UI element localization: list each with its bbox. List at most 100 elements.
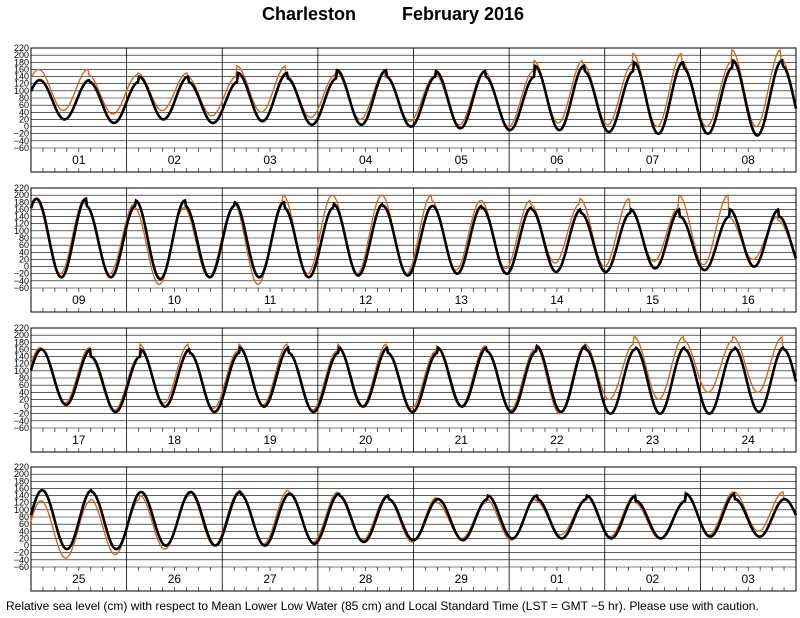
observed-series-line [30, 48, 797, 128]
day-label: 14 [550, 293, 564, 307]
predicted-series-line [29, 343, 798, 416]
y-tick-label: 200 [14, 469, 29, 479]
predicted-series-line [29, 58, 798, 137]
y-tick-label: 40 [19, 107, 29, 117]
chart-title-month: February 2016 [402, 4, 525, 24]
y-tick-label: 100 [14, 86, 29, 96]
y-tick-label: 0 [24, 541, 29, 551]
y-tick-label: 200 [14, 330, 29, 340]
day-label: 03 [263, 153, 277, 167]
y-tick-label: 140 [14, 352, 29, 362]
y-tick-label: 120 [14, 498, 29, 508]
y-tick-label: 0 [24, 262, 29, 272]
day-label: 01 [72, 153, 86, 167]
y-tick-label: 0 [24, 402, 29, 412]
title-row: Charleston February 2016 [0, 4, 800, 28]
day-label: 17 [72, 433, 86, 447]
y-tick-label: 220 [14, 183, 29, 193]
y-tick-label: −40 [14, 416, 29, 426]
day-label: 23 [646, 433, 660, 447]
y-tick-label: 120 [14, 219, 29, 229]
day-label: 20 [359, 433, 373, 447]
day-label: 03 [742, 572, 756, 586]
y-tick-label: 100 [14, 226, 29, 236]
y-tick-label: 120 [14, 79, 29, 89]
predicted-series-line [29, 196, 798, 281]
y-tick-label: 200 [14, 190, 29, 200]
y-tick-label: 140 [14, 212, 29, 222]
y-tick-label: 180 [14, 197, 29, 207]
y-tick-label: 60 [19, 240, 29, 250]
day-label: 08 [742, 153, 756, 167]
y-tick-label: 80 [19, 373, 29, 383]
y-tick-label: 80 [19, 512, 29, 522]
caption: Relative sea level (cm) with respect to … [6, 599, 759, 613]
y-tick-label: 60 [19, 380, 29, 390]
y-tick-label: −20 [14, 269, 29, 279]
y-tick-label: 20 [19, 533, 29, 543]
y-tick-label: −40 [14, 136, 29, 146]
y-tick-label: 200 [14, 50, 29, 60]
y-tick-label: 0 [24, 122, 29, 132]
y-tick-label: 140 [14, 72, 29, 82]
y-tick-label: 80 [19, 233, 29, 243]
day-label: 09 [72, 293, 86, 307]
day-label: 02 [168, 153, 182, 167]
day-label: 06 [550, 153, 564, 167]
y-tick-label: −60 [14, 143, 29, 153]
day-label: 04 [359, 153, 373, 167]
day-label: 16 [742, 293, 756, 307]
y-tick-label: 160 [14, 64, 29, 74]
y-tick-label: 40 [19, 526, 29, 536]
predicted-series-line [29, 488, 798, 551]
y-tick-label: 220 [14, 323, 29, 333]
y-tick-label: 80 [19, 93, 29, 103]
day-label: 11 [264, 293, 277, 307]
y-tick-label: 100 [14, 505, 29, 515]
day-label: 21 [455, 433, 469, 447]
day-label: 05 [455, 153, 469, 167]
y-tick-label: 180 [14, 337, 29, 347]
y-tick-label: 120 [14, 359, 29, 369]
y-tick-label: 160 [14, 344, 29, 354]
day-label: 02 [646, 572, 660, 586]
y-tick-label: 40 [19, 387, 29, 397]
day-label: 19 [263, 433, 277, 447]
y-tick-label: 180 [14, 57, 29, 67]
y-tick-label: 220 [14, 462, 29, 472]
day-label: 07 [646, 153, 660, 167]
day-label: 26 [168, 572, 182, 586]
y-tick-label: 160 [14, 483, 29, 493]
y-tick-label: 40 [19, 247, 29, 257]
y-tick-label: 20 [19, 114, 29, 124]
day-label: 01 [550, 572, 564, 586]
day-label: 24 [742, 433, 756, 447]
y-tick-label: 220 [14, 43, 29, 53]
y-tick-label: −60 [14, 562, 29, 572]
chart-title-station: Charleston [262, 4, 357, 24]
day-label: 18 [168, 433, 182, 447]
y-tick-label: 20 [19, 254, 29, 264]
y-tick-label: −20 [14, 129, 29, 139]
y-tick-label: 180 [14, 476, 29, 486]
y-tick-label: 20 [19, 394, 29, 404]
day-label: 13 [455, 293, 469, 307]
y-tick-label: 100 [14, 366, 29, 376]
observed-series-line [30, 194, 797, 286]
y-tick-label: 60 [19, 100, 29, 110]
day-label: 29 [455, 572, 469, 586]
y-tick-label: −60 [14, 423, 29, 433]
y-tick-label: 140 [14, 491, 29, 501]
day-label: 22 [550, 433, 564, 447]
day-label: 15 [646, 293, 660, 307]
y-tick-label: −40 [14, 276, 29, 286]
day-label: 10 [168, 293, 182, 307]
y-tick-label: −20 [14, 548, 29, 558]
y-tick-label: 160 [14, 204, 29, 214]
y-tick-label: 60 [19, 519, 29, 529]
day-label: 27 [263, 572, 277, 586]
y-tick-label: −60 [14, 283, 29, 293]
day-label: 12 [359, 293, 373, 307]
day-label: 25 [72, 572, 86, 586]
